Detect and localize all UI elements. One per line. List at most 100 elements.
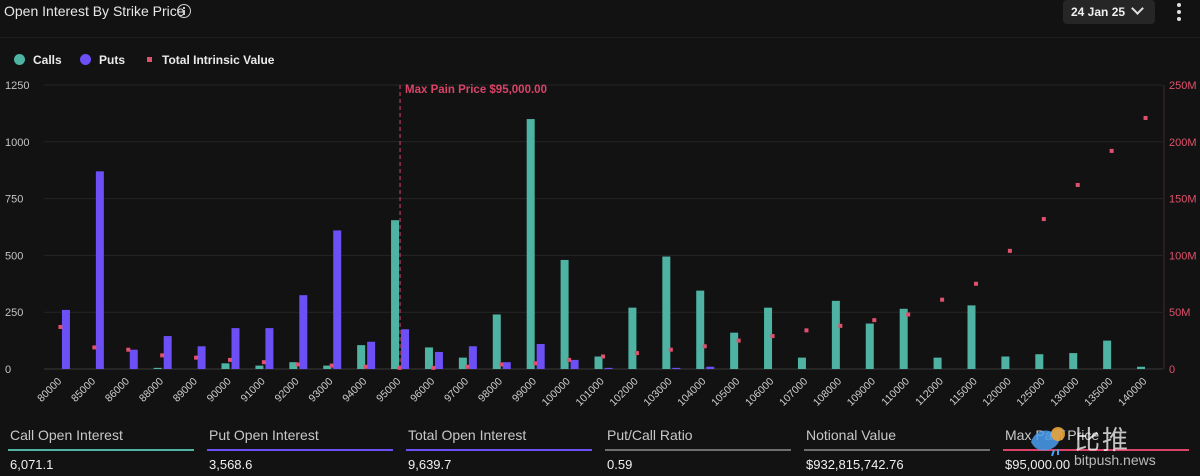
- stat-label: Notional Value: [806, 427, 897, 443]
- put-bar: [163, 336, 172, 369]
- intrinsic-value-point: [58, 324, 63, 329]
- stat-put-open-interest: Put Open Interest 3,568.6: [199, 420, 393, 476]
- stat-value: 6,071.1: [10, 457, 54, 472]
- intrinsic-swatch-icon: [147, 57, 152, 62]
- x-tick-label: 97000: [442, 375, 471, 404]
- puts-swatch-icon: [80, 54, 91, 65]
- put-bar: [333, 230, 342, 369]
- call-bar: [899, 308, 908, 369]
- intrinsic-value-point: [1041, 217, 1046, 222]
- legend-item-intrinsic-value[interactable]: Total Intrinsic Value: [145, 52, 285, 68]
- stat-label: Put/Call Ratio: [607, 427, 693, 443]
- stat-underline: [207, 449, 393, 451]
- intrinsic-value-point: [228, 357, 232, 362]
- put-bar: [468, 346, 477, 369]
- intrinsic-value-point: [499, 362, 504, 367]
- intrinsic-value-point: [601, 354, 605, 359]
- call-bar: [255, 365, 264, 369]
- x-tick-label: 110000: [879, 375, 912, 408]
- put-bar: [129, 349, 138, 369]
- intrinsic-value-point: [92, 345, 97, 350]
- more-options-icon[interactable]: [1176, 3, 1182, 21]
- chart-header: Open Interest By Strike Price 24 Jan 25: [0, 0, 1200, 28]
- x-tick-label: 104000: [675, 375, 708, 408]
- put-bar: [231, 328, 240, 369]
- expiry-date-label: 24 Jan 25: [1071, 5, 1126, 19]
- intrinsic-value-point: [1143, 115, 1148, 120]
- legend-item-calls[interactable]: Calls: [14, 52, 69, 68]
- intrinsic-value-point: [634, 351, 639, 356]
- put-bar: [401, 329, 410, 369]
- stat-underline: [605, 449, 791, 451]
- call-bar: [1001, 356, 1010, 369]
- put-bar: [536, 344, 545, 369]
- stat-value: $932,815,742.76: [806, 457, 904, 472]
- x-tick-label: 99000: [510, 375, 539, 404]
- call-bar: [831, 300, 840, 369]
- y-right-tick-label: 0: [1169, 364, 1175, 376]
- call-bar: [153, 367, 162, 369]
- stat-value: 0.59: [607, 457, 633, 472]
- stat-underline: [8, 449, 194, 451]
- call-bar: [391, 220, 400, 369]
- stat-label: Max Pain Price: [1005, 427, 1100, 443]
- call-bar: [492, 314, 501, 369]
- x-tick-label: 108000: [811, 375, 844, 408]
- call-bar: [560, 259, 569, 369]
- put-bar: [61, 309, 70, 369]
- x-tick-label: 95000: [374, 375, 403, 404]
- chevron-down-icon: [1131, 2, 1144, 15]
- y-right-tick-label: 200M: [1169, 137, 1197, 149]
- chart-title: Open Interest By Strike Price: [4, 3, 185, 19]
- expiry-date-select[interactable]: 24 Jan 25: [1063, 0, 1155, 24]
- call-bar: [357, 345, 366, 369]
- intrinsic-value-point: [160, 353, 165, 358]
- intrinsic-value-point: [1075, 182, 1080, 187]
- stat-underline: [406, 449, 592, 451]
- legend-item-puts[interactable]: Puts: [80, 52, 130, 68]
- intrinsic-value-point: [194, 355, 199, 360]
- x-tick-label: 120000: [980, 375, 1013, 408]
- stat-label: Total Open Interest: [408, 427, 527, 443]
- y-left-tick-label: 1250: [5, 80, 29, 92]
- y-left-tick-label: 1000: [5, 137, 29, 149]
- put-bar: [502, 362, 511, 369]
- put-bar: [95, 171, 104, 369]
- put-bar: [706, 366, 715, 369]
- call-bar: [662, 256, 671, 369]
- x-tick-label: 103000: [641, 375, 674, 408]
- x-tick-label: 106000: [743, 375, 776, 408]
- summary-stats: Call Open Interest 6,071.1 Put Open Inte…: [0, 420, 1200, 476]
- x-tick-label: 102000: [607, 375, 640, 408]
- y-left-tick-label: 500: [5, 250, 23, 262]
- intrinsic-value-point: [702, 344, 707, 349]
- y-right-tick-label: 150M: [1169, 194, 1197, 206]
- call-bar: [797, 357, 806, 369]
- intrinsic-value-point: [838, 323, 843, 328]
- intrinsic-value-point: [770, 334, 775, 339]
- x-tick-label: 93000: [306, 375, 335, 404]
- stat-value: 9,639.7: [408, 457, 452, 472]
- stat-underline: [1003, 449, 1189, 451]
- x-tick-label: 130000: [1048, 375, 1081, 408]
- info-icon[interactable]: [177, 4, 191, 18]
- call-bar: [594, 356, 603, 369]
- intrinsic-value-point: [736, 338, 741, 343]
- stat-total-open-interest: Total Open Interest 9,639.7: [398, 420, 592, 476]
- stat-label: Call Open Interest: [10, 427, 123, 443]
- put-bar: [604, 367, 613, 369]
- put-bar: [367, 341, 376, 369]
- call-bar: [323, 365, 332, 369]
- call-bar: [967, 305, 976, 369]
- put-bar: [265, 328, 274, 369]
- stat-underline: [804, 449, 990, 451]
- call-bar: [730, 332, 739, 369]
- legend-label-calls: Calls: [33, 53, 62, 67]
- y-left-tick-label: 0: [5, 364, 11, 376]
- call-bar: [764, 307, 773, 369]
- x-tick-label: 85000: [69, 375, 98, 404]
- x-tick-label: 89000: [171, 375, 200, 404]
- x-tick-label: 135000: [1082, 375, 1115, 408]
- intrinsic-value-point: [431, 365, 436, 370]
- intrinsic-value-point: [668, 347, 673, 352]
